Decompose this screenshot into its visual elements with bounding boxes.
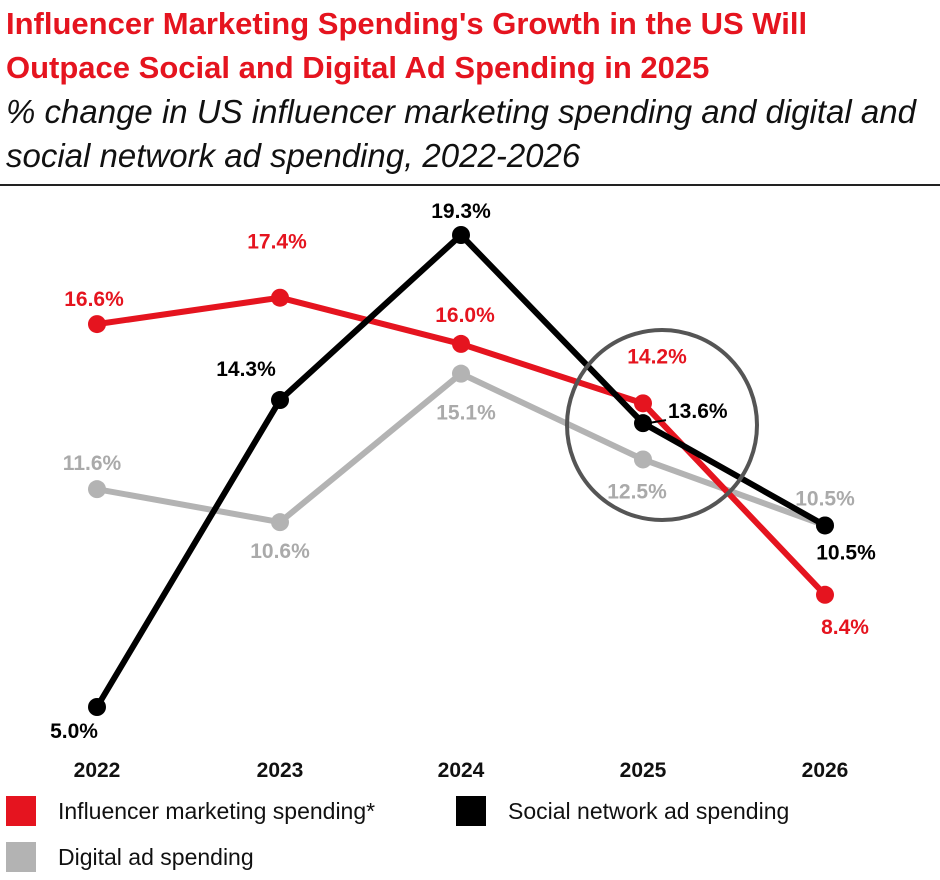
legend-label-digital: Digital ad spending xyxy=(58,843,254,870)
legend-swatch-influencer xyxy=(6,796,36,826)
x-tick-label-2025: 2025 xyxy=(620,759,667,782)
data-point-digital-2025 xyxy=(634,450,652,469)
leader-line-13-6 xyxy=(647,419,667,425)
legend-swatch-social xyxy=(456,796,486,826)
data-label-social-2026: 10.5% xyxy=(816,541,876,564)
data-point-influencer-2025 xyxy=(634,394,652,413)
data-label-digital-2022: 11.6% xyxy=(63,452,122,475)
data-point-social-2024 xyxy=(452,226,470,244)
data-label-influencer-2026: 8.4% xyxy=(821,616,869,639)
data-point-social-2026 xyxy=(816,516,834,535)
chart-subtitle: % change in US influencer marketing spen… xyxy=(6,93,916,174)
data-point-influencer-2024 xyxy=(452,334,470,353)
data-label-social-2022: 5.0% xyxy=(50,720,98,743)
data-label-digital-2024: 15.1% xyxy=(436,402,496,425)
chart-title: Influencer Marketing Spending's Growth i… xyxy=(6,6,808,85)
legend-item-social: Social network ad spending xyxy=(456,796,789,826)
data-point-social-2023 xyxy=(271,391,289,410)
x-tick-label-2022: 2022 xyxy=(74,759,121,782)
data-point-social-2022 xyxy=(88,698,106,716)
legend-item-influencer: Influencer marketing spending* xyxy=(6,796,375,826)
title-divider xyxy=(0,184,940,186)
line-chart: 16.6% 17.4% 16.0% 14.2% 8.4% 5.0% 14.3% 19.3% 13… xyxy=(50,200,876,782)
x-tick-label-2023: 2023 xyxy=(257,759,304,782)
data-label-social-2025: 13.6% xyxy=(668,400,728,423)
legend-item-digital: Digital ad spending xyxy=(6,842,254,872)
x-tick-label-2026: 2026 xyxy=(802,759,849,782)
data-label-influencer-2022: 16.6% xyxy=(64,288,124,311)
data-point-influencer-2022 xyxy=(88,315,106,334)
data-label-social-2023: 14.3% xyxy=(216,358,276,381)
highlight-circle-2025 xyxy=(565,328,759,522)
data-point-influencer-2023 xyxy=(271,288,289,307)
data-label-digital-2026: 10.5% xyxy=(795,487,855,510)
legend-label-social: Social network ad spending xyxy=(508,797,790,824)
x-tick-label-2024: 2024 xyxy=(438,759,485,782)
data-point-digital-2023 xyxy=(271,513,289,532)
data-label-social-2024: 19.3% xyxy=(431,200,491,223)
legend-label-influencer: Influencer marketing spending* xyxy=(58,797,376,824)
data-label-influencer-2023: 17.4% xyxy=(247,231,307,254)
chart-legend: Influencer marketing spending* Social ne… xyxy=(0,790,940,880)
data-point-influencer-2026 xyxy=(816,585,834,604)
legend-swatch-digital xyxy=(6,842,36,872)
data-label-influencer-2024: 16.0% xyxy=(435,304,495,327)
data-point-digital-2024 xyxy=(452,364,470,383)
data-point-digital-2022 xyxy=(88,480,106,499)
data-label-digital-2023: 10.6% xyxy=(250,540,310,563)
data-label-digital-2025: 12.5% xyxy=(607,480,667,503)
data-point-social-2025 xyxy=(634,414,652,433)
data-label-influencer-2025: 14.2% xyxy=(627,345,687,368)
